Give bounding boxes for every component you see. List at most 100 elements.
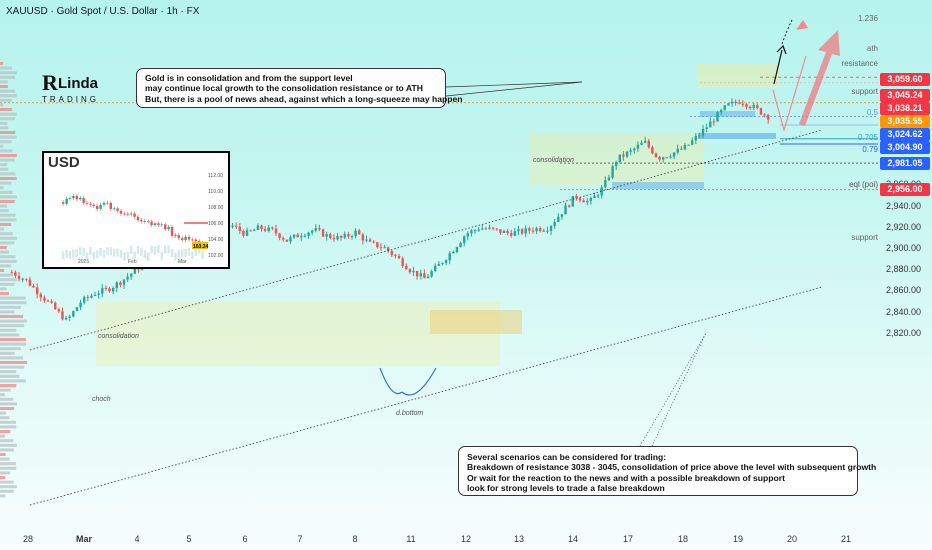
volume-profile-bar [0,416,10,420]
candle-body [68,316,71,318]
note-pointer [445,81,583,88]
consolidation-zone-left [96,302,500,366]
inset-y-tick: 102.00 [208,253,224,259]
inset-volume-bar [153,246,157,255]
x-tick-label: 6 [242,534,248,544]
timeframe-label[interactable]: 1h [166,6,178,17]
inset-volume-bar [65,249,68,258]
volume-profile-bar [0,301,27,305]
candle-body [111,287,115,292]
scenario-arrow-dashed [781,19,793,45]
bottom-note-line-2: Breakdown of resistance 3038 - 3045, con… [467,462,877,473]
fvg-block [700,111,755,117]
candle-body [339,235,343,238]
candle-body [553,221,556,227]
double-bottom-curve [379,367,403,395]
inset-volume-bar [201,250,204,259]
volume-profile-bar [0,209,9,213]
consolidation-zone-mid [530,133,704,185]
inset-candle-body [157,223,160,225]
candle-body [596,195,600,197]
inset-volume-bar [116,248,119,257]
bottom-note-line-1: Several scenarios can be considered for … [467,452,667,462]
candle-body [390,251,394,255]
inset-volume-bar [79,247,82,256]
volume-profile-bar [0,112,17,116]
volume-profile-bar [0,85,8,88]
candle-body [307,232,310,236]
resistance-label: resistance [841,59,878,68]
candle-body [126,276,129,280]
candle-body [343,234,346,238]
bottom-note-box: Several scenarios can be considered for … [458,446,877,496]
candle-body [336,235,339,240]
candle-body [459,242,462,248]
inset-candle-body [184,236,187,241]
candle-body [614,161,618,167]
candle-body [122,279,126,285]
volume-profile-bar [0,158,15,162]
candle-body [79,302,82,308]
candle-body [365,239,368,241]
candle-body [524,228,527,234]
candle-body [654,153,658,157]
y-tick-label: 2,880.00 [886,264,922,275]
volume-profile-bar [0,448,14,452]
price-label: 3,059.60 [880,73,930,87]
inset-volume-bar [92,251,95,260]
inset-candle-body [72,195,75,199]
volume-profile-bar [0,351,15,355]
candle-body [347,234,350,237]
candle-body [278,233,281,239]
volume-profile-bar [0,466,17,470]
price-label: 2,981.05 [880,156,930,170]
volume-profile-bar [0,338,26,341]
svg-text:TRADING: TRADING [42,95,99,104]
volume-profile-bar [0,177,17,180]
candle-body [274,228,278,234]
candle-body [372,241,375,243]
volume-profile-bar [0,462,17,466]
inset-candle-body [153,223,157,226]
candle-body [263,229,267,231]
volume-profile-bar [0,356,24,360]
candle-body [506,231,509,234]
inset-volume-bar [113,248,116,257]
inset-candle-body [102,202,106,205]
candle-body [676,148,679,153]
ath-label: ath [866,44,878,53]
candle-body [318,228,321,230]
volume-profile-bar [0,264,12,268]
inset-y-tick: 110.00 [208,189,223,195]
symbol-label[interactable]: XAUUSD [6,6,48,17]
inset-volume-bar [160,252,163,261]
candle-body [46,300,50,302]
candle-body [249,230,252,232]
candle-body [745,104,748,107]
candle-body [397,255,401,259]
volume-profile-bar [0,227,4,231]
candle-body [643,140,647,143]
candle-body [25,278,28,280]
inset-x-tick: Mar [178,259,187,265]
inset-candle-body [62,202,65,204]
candle-body [57,309,61,312]
candle-body [571,196,574,207]
y-tick-label: 2,920.00 [886,221,922,232]
volume-profile-bar [0,457,10,461]
candle-body [665,157,669,159]
candle-body [361,234,365,241]
candle-body [354,230,357,237]
inset-volume-bar [181,249,184,258]
inset-volume-bar [82,247,85,256]
candle-body [14,272,17,276]
inset-price-tag [192,242,208,249]
choch-label: choch [92,396,111,403]
candle-body [93,294,97,296]
inset-candle-body [147,221,150,222]
candle-body [376,242,379,248]
candle-body [712,121,716,123]
scenario-path-red [772,55,807,133]
candle-body [267,227,270,231]
